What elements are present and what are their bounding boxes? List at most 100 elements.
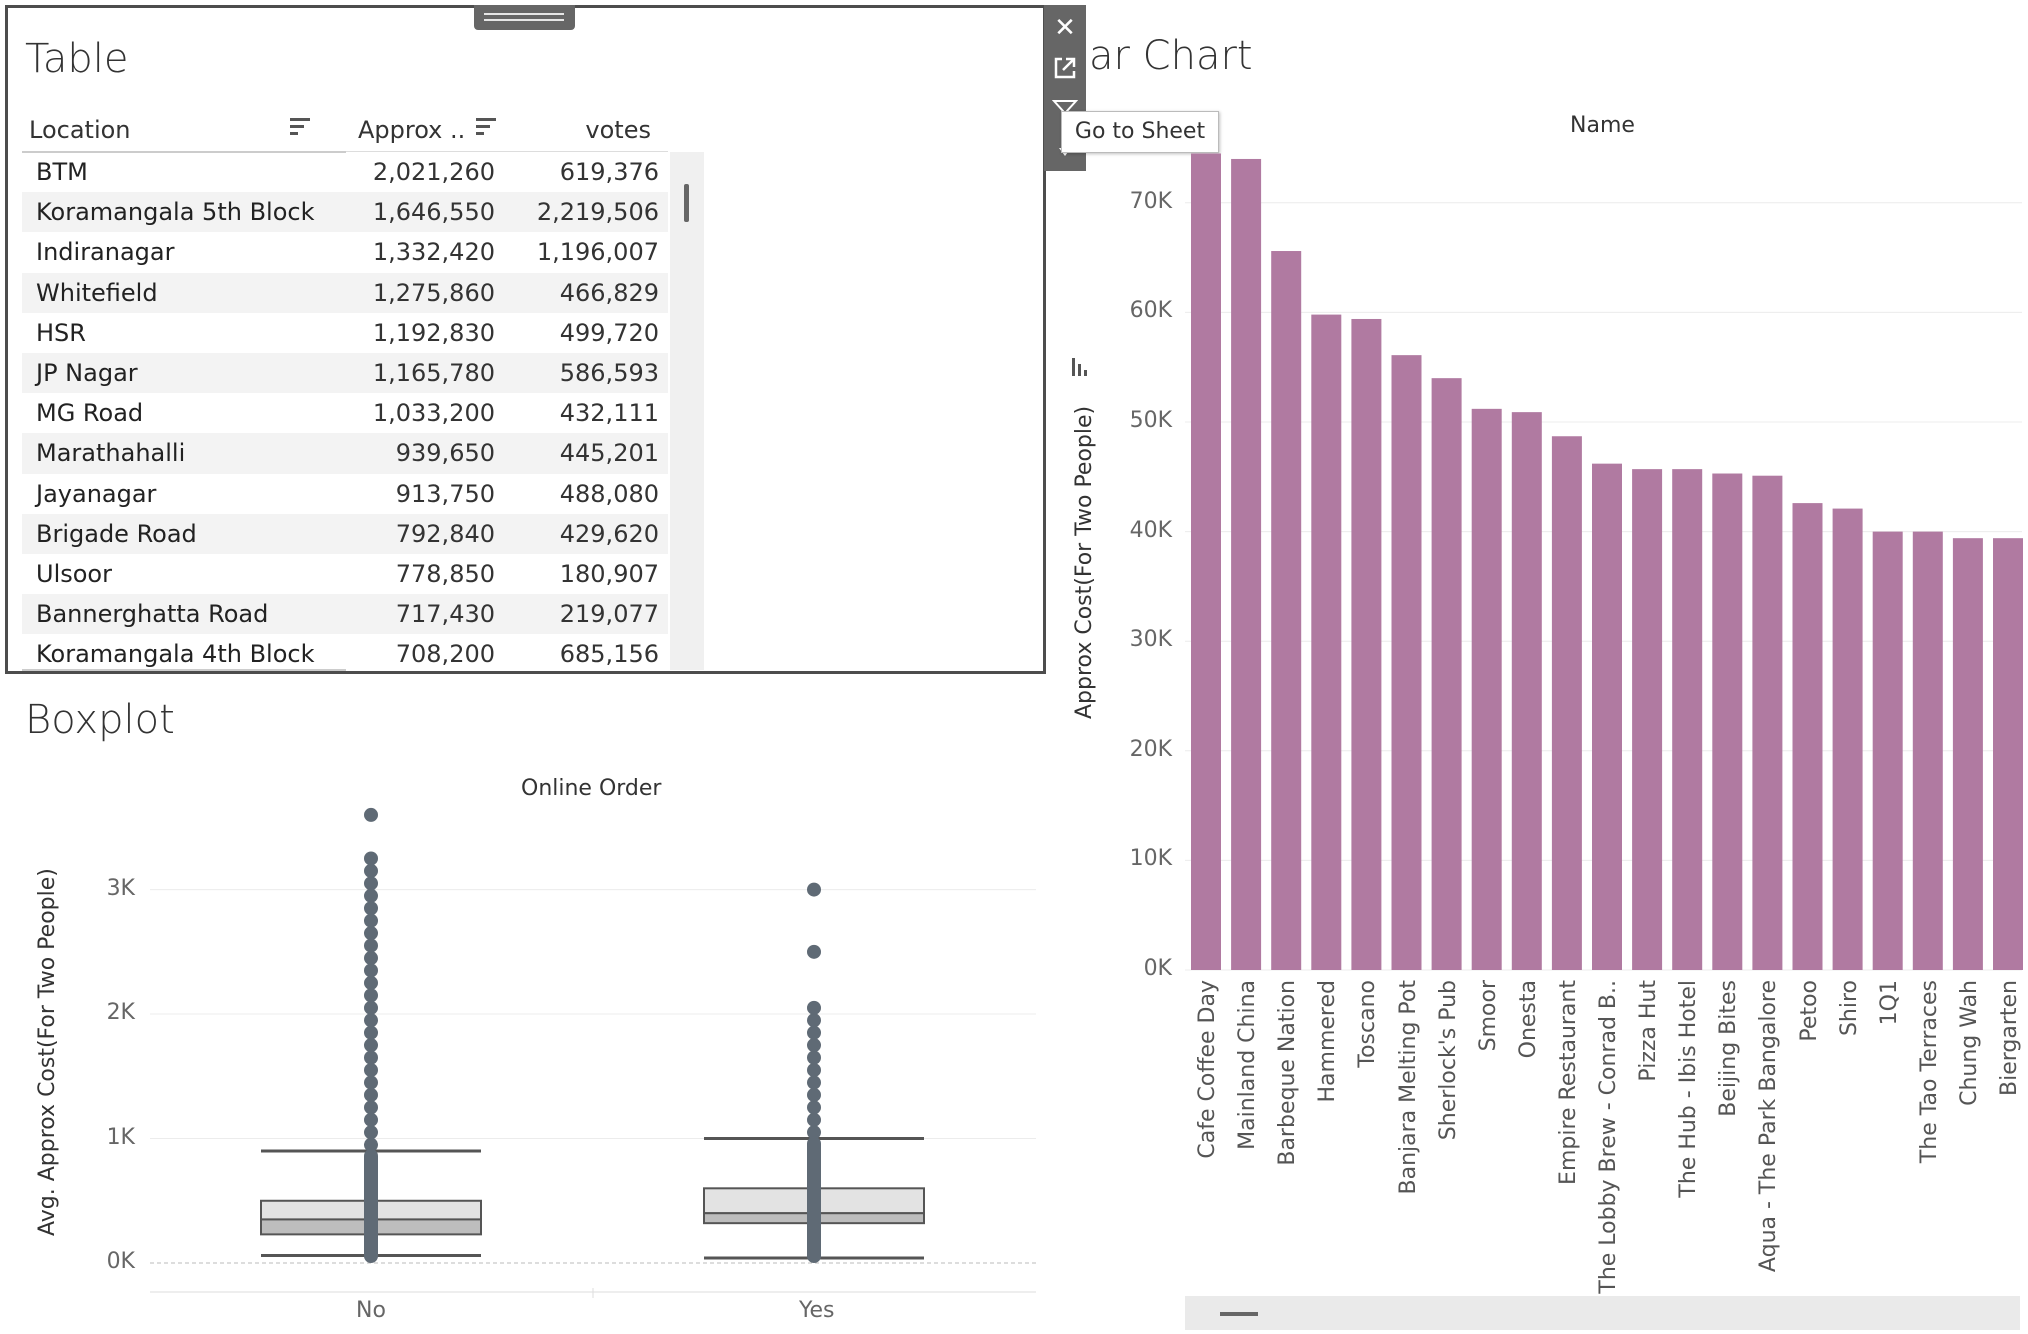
table-row[interactable]: HSR 1,192,830 499,720 [22,313,668,353]
table-row[interactable]: Koramangala 5th Block 1,646,550 2,219,506 [22,192,668,233]
bar-3 [1311,314,1342,970]
col-header-location[interactable]: Location [29,116,131,144]
y-tick-label: 40K [1129,517,1172,543]
bar-13 [1712,473,1743,970]
y-tick-label: 20K [1129,736,1172,762]
votes-cell: 180,907 [559,559,659,588]
votes-cell: 2,219,506 [536,198,659,227]
bar-7 [1471,408,1502,970]
y-tick-label: 0K [106,1249,135,1274]
outlier-point [807,1075,821,1090]
sort-icon-location[interactable] [290,118,310,138]
outlier-point [807,882,821,897]
table-row[interactable]: Whitefield 1,275,860 466,829 [22,272,668,313]
bar-17 [1872,531,1903,970]
location-cell: Bannerghatta Road [36,600,269,629]
outlier-point [364,1112,378,1127]
table-row[interactable]: Bannerghatta Road 717,430 219,077 [22,594,668,635]
table-scrollbar-thumb[interactable] [684,184,689,222]
go-to-sheet-tooltip: Go to Sheet [1061,111,1219,153]
outlier-point [364,807,378,822]
bar-12 [1672,469,1703,970]
sort-axis-icon[interactable] [1070,358,1096,382]
approx-cell: 778,850 [395,559,495,588]
y-tick-label: 1K [106,1124,135,1150]
approx-cell: 913,750 [395,479,495,508]
table-scrollbar[interactable] [670,152,704,670]
table-row[interactable]: Indiranagar 1,332,420 1,196,007 [22,232,668,272]
location-cell: JP Nagar [36,358,138,387]
bar-9 [1551,436,1582,970]
drag-handle[interactable] [474,5,575,30]
boxplot-header: Online Order [521,776,662,801]
location-cell: Koramangala 5th Block [36,198,315,227]
y-tick-label: 3K [106,875,135,901]
outlier-point [364,1087,378,1102]
outlier-point [807,1125,821,1140]
votes-cell: 219,077 [559,600,659,629]
table-row[interactable]: Marathahalli 939,650 445,201 [22,433,668,474]
external-link-icon[interactable] [1044,49,1086,87]
approx-cell: 1,332,420 [372,238,495,267]
bar-6 [1431,378,1462,970]
bar-15 [1792,503,1823,970]
outlier-point [364,901,378,916]
table-row[interactable]: Ulsoor 778,850 180,907 [22,554,668,594]
col-header-votes[interactable]: votes [585,116,651,144]
y-tick-label: 70K [1129,188,1172,214]
votes-cell: 466,829 [559,278,659,307]
outlier-point [807,1063,821,1078]
outlier-point [364,1125,378,1140]
approx-cell: 939,650 [395,439,495,468]
close-icon[interactable]: ✕ [1054,13,1076,43]
table-row[interactable]: Brigade Road 792,840 429,620 [22,513,668,554]
table-panel[interactable]: Table Location Approx .. votes BTM 2,021,… [5,5,1046,674]
location-cell: Whitefield [36,278,158,307]
votes-cell: 586,593 [559,358,659,387]
outlier-point [364,888,378,903]
bar-chart-scrollbar[interactable] [1185,1296,2020,1330]
bar-2 [1271,251,1302,971]
outlier-point [364,938,378,953]
col-header-approx[interactable]: Approx .. [358,116,466,144]
y-tick-label: 50K [1129,408,1172,433]
table-row[interactable]: Jayanagar 913,750 488,080 [22,474,668,514]
outlier-point [364,1038,378,1053]
x-category-label: No [356,1298,386,1323]
outlier-point [364,1075,378,1090]
table-row[interactable]: Koramangala 4th Block 708,200 685,156 [22,634,668,674]
approx-cell: 717,430 [395,600,495,629]
outlier-point [807,1025,821,1040]
votes-cell: 685,156 [559,640,659,669]
outlier-point [364,1063,378,1078]
sort-icon-approx[interactable] [476,118,496,138]
table-row[interactable]: BTM 2,021,260 619,376 [22,152,668,192]
votes-cell: 488,080 [559,479,659,508]
location-cell: Indiranagar [36,238,175,267]
outlier-point [364,1100,378,1115]
table-row[interactable]: JP Nagar 1,165,780 586,593 [22,352,668,394]
approx-cell: 1,275,860 [372,278,495,307]
table-row[interactable]: MG Road 1,033,200 432,111 [22,393,668,433]
boxplot-title: Boxplot [25,697,175,743]
bar-8 [1511,412,1542,970]
bar-chart-scrollbar-thumb[interactable] [1220,1312,1258,1316]
votes-cell: 499,720 [559,318,659,347]
outlier-point [807,1050,821,1065]
outlier-point [807,1000,821,1015]
location-cell: Ulsoor [36,559,112,588]
bar-20 [1993,538,2023,970]
bar-11 [1632,469,1663,970]
bar-chart-header: Name [1570,113,1635,138]
votes-cell: 429,620 [559,519,659,548]
outlier-point [364,988,378,1003]
bar-16 [1832,508,1863,970]
outlier-point [807,1100,821,1115]
table-title: Table [25,36,129,82]
bar-19 [1952,538,1983,970]
outlier-point [364,1137,378,1152]
outlier-point [807,1087,821,1102]
header-divider [346,151,668,152]
